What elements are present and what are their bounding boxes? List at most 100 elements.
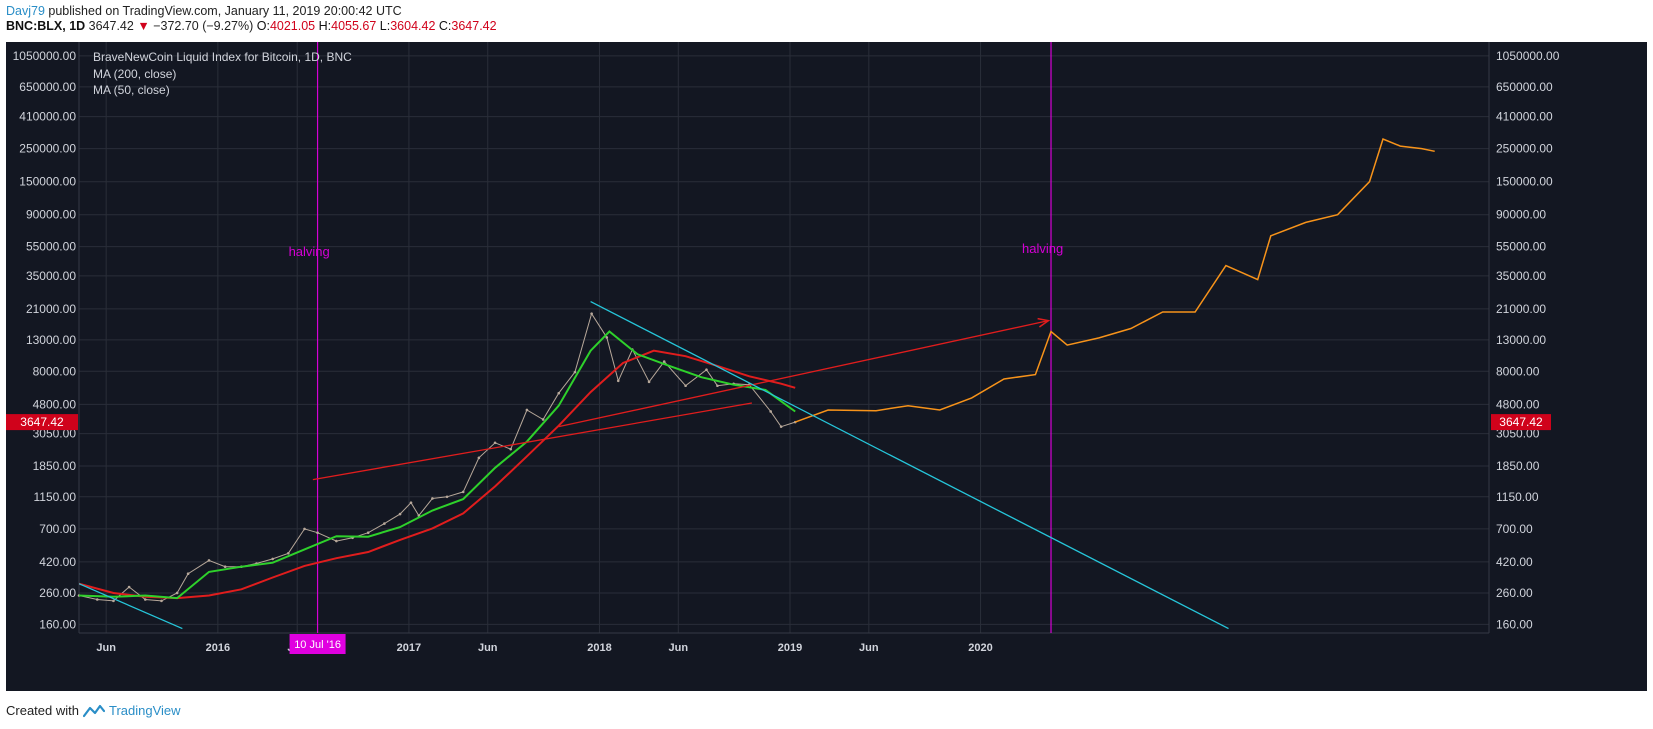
y-tick-label-right: 700.00: [1496, 522, 1533, 536]
x-tick-label: 2019: [778, 642, 802, 654]
x-tick-label: Jun: [96, 642, 116, 654]
price-point: [95, 598, 99, 601]
price-point: [716, 384, 719, 388]
price-point: [662, 360, 666, 363]
price-point: [769, 410, 772, 413]
y-tick-label-left: 55000.00: [26, 240, 76, 254]
price-point: [461, 490, 465, 494]
y-tick-label-left: 420.00: [39, 555, 76, 569]
close-label: C:: [438, 19, 452, 33]
y-tick-label-right: 1850.00: [1496, 459, 1540, 473]
upper-trendline[interactable]: [312, 402, 753, 481]
y-tick-label-left: 90000.00: [26, 208, 76, 222]
price-point: [303, 527, 306, 531]
price-point: [573, 370, 577, 374]
projection-arrowhead: [1037, 317, 1051, 328]
x-tick-label: Jun: [478, 642, 498, 654]
y-tick-label-left: 8000.00: [33, 364, 77, 378]
y-tick-label-left: 13000.00: [26, 333, 76, 347]
price-chart[interactable]: 1050000.00 1050000.00 650000.00 650000.00 41…: [6, 42, 1647, 691]
legend-ma200[interactable]: MA (200, close): [93, 67, 177, 81]
price-point: [590, 312, 593, 315]
low-label: L:: [379, 19, 391, 33]
publish-line: Davj79 published on TradingView.com, Jan…: [6, 4, 497, 19]
crosshair-date-text: 10 Jul '16: [294, 639, 341, 651]
price-point: [493, 441, 497, 445]
y-tick-label-right: 420.00: [1496, 555, 1533, 569]
price-point: [541, 418, 545, 421]
y-tick-label-left: 4800.00: [33, 397, 77, 411]
footer: Created with TradingView: [6, 703, 181, 718]
y-tick-label-right: 650000.00: [1496, 80, 1553, 94]
y-tick-label-right: 55000.00: [1496, 240, 1546, 254]
ma200-line[interactable]: [79, 349, 796, 600]
price-point: [175, 591, 179, 595]
last-price: 3647.42: [88, 19, 134, 33]
x-tick-label: 2016: [206, 642, 230, 654]
price-point: [316, 531, 319, 534]
halving-label: halving: [1022, 241, 1063, 256]
tradingview-brand[interactable]: TradingView: [108, 703, 181, 718]
y-tick-label-left: 650000.00: [19, 80, 76, 94]
open-value: 4021.05: [269, 19, 316, 33]
price-point: [271, 557, 274, 561]
down-arrow-icon: ▼: [137, 19, 150, 33]
downtrend-line[interactable]: [590, 301, 1229, 630]
y-tick-label-left: 3050.00: [33, 427, 77, 441]
y-tick-label-left: 700.00: [39, 522, 76, 536]
y-tick-label-right: 1150.00: [1496, 490, 1539, 504]
price-point: [127, 585, 131, 589]
author-link[interactable]: Davj79: [6, 4, 45, 18]
ohlc-line: BNC:BLX, 1D 3647.42 ▼ −372.70 (−9.27%) O…: [6, 19, 497, 34]
chart-background: [6, 42, 1647, 691]
y-tick-label-left: 21000.00: [26, 302, 76, 316]
price-point: [112, 599, 115, 603]
ma50-line[interactable]: [79, 330, 796, 600]
price-point: [223, 565, 227, 569]
price-point: [366, 531, 370, 534]
projection-arrow[interactable]: [558, 320, 1049, 428]
symbol-label: BNC:BLX, 1D: [6, 19, 86, 33]
last-price-tag-left-text: 3647.42: [20, 415, 64, 429]
price-point: [186, 572, 190, 576]
legend-title: BraveNewCoin Liquid Index for Bitcoin, 1…: [93, 50, 352, 64]
published-text: published on TradingView.com, January 11…: [44, 4, 402, 18]
y-tick-label-left: 1150.00: [34, 490, 77, 504]
price-point: [160, 599, 163, 603]
price-point: [525, 408, 529, 412]
y-tick-label-right: 8000.00: [1496, 364, 1540, 378]
low-value: 3604.42: [390, 19, 436, 33]
y-tick-label-right: 35000.00: [1496, 269, 1546, 283]
created-with-text: Created with: [6, 703, 79, 718]
legend-ma50[interactable]: MA (50, close): [93, 83, 170, 97]
y-tick-label-right: 150000.00: [1496, 175, 1553, 189]
y-tick-label-right: 1050000.00: [1496, 49, 1560, 63]
price-point: [647, 380, 651, 384]
tradingview-logo-icon: [82, 704, 105, 717]
projection-line[interactable]: [794, 137, 1435, 423]
price-point: [207, 559, 211, 562]
price-point: [779, 425, 783, 428]
y-tick-label-right: 4800.00: [1496, 397, 1540, 411]
x-tick-label: 2020: [968, 642, 992, 654]
chart-header: Davj79 published on TradingView.com, Jan…: [6, 4, 497, 34]
y-tick-label-right: 21000.00: [1496, 302, 1546, 316]
y-tick-label-left: 160.00: [39, 617, 76, 631]
lower-trendline[interactable]: [79, 583, 183, 630]
price-point: [557, 391, 561, 395]
price-point: [705, 368, 708, 372]
chart-frame[interactable]: 1050000.00 1050000.00 650000.00 650000.00 41…: [6, 42, 1647, 691]
halving-label: halving: [289, 244, 330, 259]
high-value: 4055.67: [331, 19, 377, 33]
y-tick-label-left: 260.00: [39, 586, 76, 600]
y-tick-label-left: 250000.00: [19, 142, 76, 156]
y-tick-label-right: 260.00: [1496, 586, 1533, 600]
last-price-tag-right-text: 3647.42: [1499, 415, 1543, 429]
y-tick-label-left: 1850.00: [33, 459, 77, 473]
open-label: O:: [256, 19, 270, 33]
x-tick-label: 2017: [397, 642, 421, 654]
y-tick-label-right: 410000.00: [1496, 110, 1553, 124]
x-tick-label: Jun: [669, 642, 689, 654]
crosshair-date-tag: [289, 634, 346, 654]
y-tick-label-left: 35000.00: [26, 269, 76, 283]
